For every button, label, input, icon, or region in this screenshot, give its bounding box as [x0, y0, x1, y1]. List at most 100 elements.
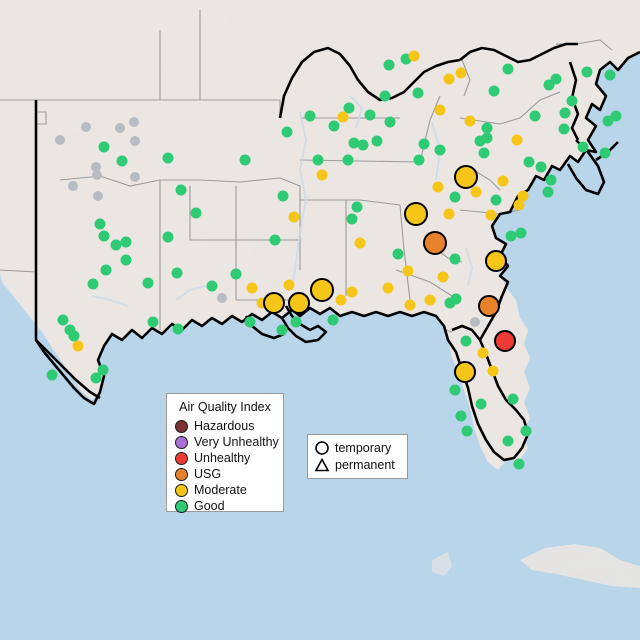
monitoring-site-no-data[interactable]: [217, 293, 227, 303]
monitoring-site-no-data[interactable]: [93, 191, 103, 201]
monitoring-site-permanent[interactable]: [443, 73, 455, 85]
monitoring-site-temporary[interactable]: [404, 202, 428, 226]
monitoring-site-permanent[interactable]: [599, 147, 611, 159]
monitoring-site-permanent[interactable]: [604, 69, 616, 81]
monitoring-site-no-data[interactable]: [81, 122, 91, 132]
monitoring-site-permanent[interactable]: [316, 169, 328, 181]
monitoring-site-permanent[interactable]: [120, 236, 132, 248]
monitoring-site-permanent[interactable]: [312, 154, 324, 166]
monitoring-site-no-data[interactable]: [115, 123, 125, 133]
monitoring-site-permanent[interactable]: [545, 174, 557, 186]
monitoring-site-permanent[interactable]: [171, 267, 183, 279]
monitoring-site-permanent[interactable]: [281, 126, 293, 138]
monitoring-site-permanent[interactable]: [276, 324, 288, 336]
monitoring-site-permanent[interactable]: [475, 398, 487, 410]
monitoring-site-permanent[interactable]: [511, 134, 523, 146]
monitoring-site-permanent[interactable]: [418, 138, 430, 150]
monitoring-site-permanent[interactable]: [379, 90, 391, 102]
monitoring-site-permanent[interactable]: [505, 230, 517, 242]
monitoring-site-permanent[interactable]: [283, 279, 295, 291]
monitoring-site-no-data[interactable]: [130, 172, 140, 182]
monitoring-site-permanent[interactable]: [558, 123, 570, 135]
monitoring-site-permanent[interactable]: [449, 191, 461, 203]
monitoring-site-permanent[interactable]: [288, 211, 300, 223]
monitoring-site-permanent[interactable]: [175, 184, 187, 196]
monitoring-site-permanent[interactable]: [513, 458, 525, 470]
monitoring-site-permanent[interactable]: [277, 190, 289, 202]
monitoring-site-permanent[interactable]: [481, 132, 493, 144]
monitoring-site-permanent[interactable]: [343, 102, 355, 114]
monitoring-site-permanent[interactable]: [351, 201, 363, 213]
monitoring-site-permanent[interactable]: [68, 330, 80, 342]
monitoring-site-permanent[interactable]: [529, 110, 541, 122]
monitoring-site-permanent[interactable]: [190, 207, 202, 219]
monitoring-site-permanent[interactable]: [142, 277, 154, 289]
monitoring-site-temporary[interactable]: [454, 361, 476, 383]
monitoring-site-permanent[interactable]: [357, 139, 369, 151]
monitoring-site-permanent[interactable]: [327, 314, 339, 326]
monitoring-site-permanent[interactable]: [244, 316, 256, 328]
monitoring-site-permanent[interactable]: [246, 282, 258, 294]
monitoring-site-permanent[interactable]: [488, 85, 500, 97]
monitoring-site-permanent[interactable]: [98, 230, 110, 242]
monitoring-site-temporary[interactable]: [423, 231, 447, 255]
monitoring-site-permanent[interactable]: [513, 199, 525, 211]
monitoring-site-permanent[interactable]: [455, 410, 467, 422]
monitoring-site-no-data[interactable]: [68, 181, 78, 191]
monitoring-site-permanent[interactable]: [120, 254, 132, 266]
monitoring-site-permanent[interactable]: [348, 137, 360, 149]
monitoring-site-permanent[interactable]: [269, 234, 281, 246]
monitoring-site-permanent[interactable]: [502, 435, 514, 447]
monitoring-site-permanent[interactable]: [72, 340, 84, 352]
monitoring-site-permanent[interactable]: [328, 120, 340, 132]
monitoring-site-permanent[interactable]: [581, 66, 593, 78]
monitoring-site-permanent[interactable]: [412, 87, 424, 99]
monitoring-site-permanent[interactable]: [383, 59, 395, 71]
monitoring-site-permanent[interactable]: [87, 278, 99, 290]
monitoring-site-permanent[interactable]: [97, 364, 109, 376]
monitoring-site-permanent[interactable]: [485, 209, 497, 221]
monitoring-site-permanent[interactable]: [364, 109, 376, 121]
monitoring-site-permanent[interactable]: [507, 393, 519, 405]
monitoring-site-permanent[interactable]: [470, 186, 482, 198]
monitoring-site-permanent[interactable]: [434, 104, 446, 116]
monitoring-site-permanent[interactable]: [413, 154, 425, 166]
monitoring-site-temporary[interactable]: [494, 330, 516, 352]
monitoring-site-permanent[interactable]: [57, 314, 69, 326]
monitoring-site-permanent[interactable]: [461, 425, 473, 437]
monitoring-site-permanent[interactable]: [404, 299, 416, 311]
monitoring-site-permanent[interactable]: [542, 186, 554, 198]
monitoring-site-permanent[interactable]: [444, 297, 456, 309]
monitoring-site-permanent[interactable]: [64, 324, 76, 336]
monitoring-site-permanent[interactable]: [371, 135, 383, 147]
monitoring-site-permanent[interactable]: [474, 135, 486, 147]
monitoring-site-no-data[interactable]: [129, 117, 139, 127]
monitoring-site-permanent[interactable]: [502, 63, 514, 75]
monitoring-site-temporary[interactable]: [288, 292, 310, 314]
monitoring-site-permanent[interactable]: [602, 115, 614, 127]
monitoring-site-permanent[interactable]: [346, 286, 358, 298]
monitoring-site-permanent[interactable]: [100, 264, 112, 276]
monitoring-site-permanent[interactable]: [550, 73, 562, 85]
monitoring-site-permanent[interactable]: [437, 271, 449, 283]
monitoring-site-permanent[interactable]: [543, 79, 555, 91]
monitoring-site-temporary[interactable]: [454, 165, 478, 189]
monitoring-site-permanent[interactable]: [354, 237, 366, 249]
monitoring-site-permanent[interactable]: [290, 316, 302, 328]
monitoring-site-permanent[interactable]: [455, 67, 467, 79]
monitoring-site-permanent[interactable]: [382, 282, 394, 294]
monitoring-site-permanent[interactable]: [487, 365, 499, 377]
monitoring-site-permanent[interactable]: [566, 95, 578, 107]
monitoring-site-permanent[interactable]: [497, 175, 509, 187]
monitoring-site-permanent[interactable]: [256, 297, 268, 309]
monitoring-site-permanent[interactable]: [110, 239, 122, 251]
monitoring-site-no-data[interactable]: [92, 170, 102, 180]
monitoring-site-permanent[interactable]: [450, 293, 462, 305]
monitoring-site-permanent[interactable]: [337, 111, 349, 123]
monitoring-site-no-data[interactable]: [55, 135, 65, 145]
monitoring-site-permanent[interactable]: [515, 227, 527, 239]
monitoring-site-permanent[interactable]: [481, 122, 493, 134]
monitoring-site-permanent[interactable]: [335, 294, 347, 306]
monitoring-site-no-data[interactable]: [130, 136, 140, 146]
monitoring-site-temporary[interactable]: [485, 250, 507, 272]
